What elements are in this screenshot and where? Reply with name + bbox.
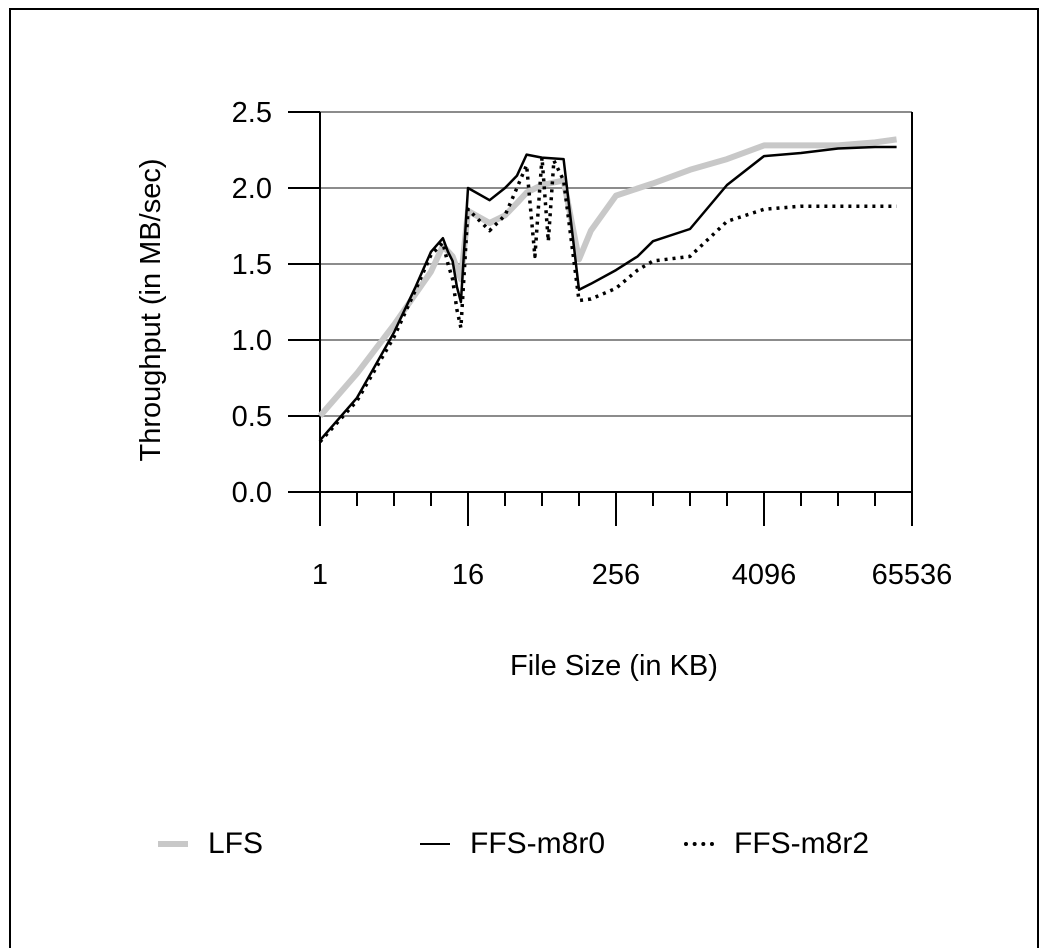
series-line-ffs-m8r2 bbox=[318, 155, 897, 443]
legend-item-lfs: LFS bbox=[158, 822, 263, 866]
x-tick-label: 4096 bbox=[732, 559, 797, 591]
y-tick-label: 2.5 bbox=[232, 97, 272, 129]
legend-swatch-ffs-m8r2 bbox=[684, 842, 714, 846]
x-tick-label: 16 bbox=[452, 559, 484, 591]
y-tick-label: 1.0 bbox=[232, 325, 272, 357]
x-tick-label: 256 bbox=[592, 559, 640, 591]
series-line-lfs bbox=[317, 136, 898, 418]
x-axis-label: File Size (in KB) bbox=[510, 650, 718, 682]
y-tick-label: 0.0 bbox=[232, 477, 272, 509]
figure-frame bbox=[9, 8, 1039, 948]
legend-swatch-lfs bbox=[158, 841, 188, 847]
y-axis-label: Throughput (in MB/sec) bbox=[135, 158, 167, 461]
y-tick-label: 0.5 bbox=[232, 401, 272, 433]
gridlines bbox=[320, 111, 912, 417]
x-tick-label: 65536 bbox=[872, 559, 953, 591]
axes: 0.0 0.5 1.0 1.5 2.0 2.5 1 16 256 4096 65536 bbox=[232, 97, 953, 591]
legend-label-ffs-m8r0: FFS-m8r0 bbox=[470, 827, 605, 860]
series-line-ffs-m8r0 bbox=[319, 145, 897, 442]
legend-label-lfs: LFS bbox=[208, 827, 264, 860]
legend-swatch-ffs-m8r0 bbox=[420, 843, 450, 845]
series-lines bbox=[317, 136, 898, 443]
legend-label-ffs-m8r2: FFS-m8r2 bbox=[734, 827, 869, 860]
x-tick-label: 1 bbox=[312, 559, 328, 591]
y-tick-label: 2.0 bbox=[232, 173, 272, 205]
legend-item-ffs-m8r2: FFS-m8r2 bbox=[684, 822, 869, 866]
y-tick-label: 1.5 bbox=[232, 249, 272, 281]
legend-item-ffs-m8r0: FFS-m8r0 bbox=[420, 822, 605, 866]
